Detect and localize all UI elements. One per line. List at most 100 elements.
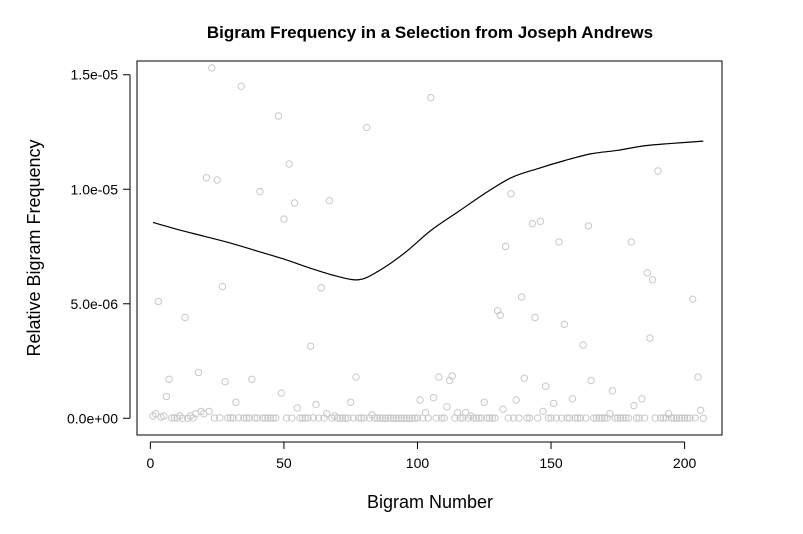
smooth-line bbox=[152, 140, 704, 281]
data-point bbox=[525, 414, 534, 422]
data-point bbox=[229, 414, 237, 422]
x-tick-label: 50 bbox=[276, 455, 292, 471]
data-point bbox=[622, 414, 630, 422]
data-point bbox=[405, 414, 414, 422]
data-point bbox=[338, 414, 347, 422]
data-point bbox=[643, 269, 651, 277]
data-point bbox=[208, 64, 216, 72]
data-point bbox=[205, 407, 213, 416]
data-point bbox=[691, 414, 699, 422]
data-point bbox=[616, 414, 625, 422]
data-point bbox=[675, 414, 683, 422]
data-point bbox=[248, 375, 256, 384]
data-point bbox=[491, 414, 499, 422]
data-point bbox=[574, 414, 582, 422]
data-point bbox=[472, 414, 480, 422]
data-point bbox=[520, 374, 529, 382]
y-tick-label: 0.0e+00 bbox=[67, 410, 118, 426]
data-point bbox=[397, 414, 406, 422]
data-point bbox=[499, 405, 507, 413]
data-point bbox=[304, 414, 312, 422]
data-point bbox=[590, 414, 598, 422]
data-point bbox=[274, 112, 283, 120]
data-point bbox=[627, 238, 635, 246]
data-point bbox=[504, 414, 512, 422]
data-point bbox=[699, 414, 707, 422]
data-point bbox=[256, 187, 264, 196]
data-point bbox=[469, 414, 478, 422]
data-point bbox=[646, 334, 654, 342]
data-point bbox=[322, 410, 331, 418]
chart-title: Bigram Frequency in a Selection from Jos… bbox=[207, 23, 653, 42]
data-point bbox=[651, 414, 659, 422]
data-point bbox=[411, 414, 419, 422]
x-axis: 0 50 100 150 200 bbox=[146, 441, 697, 471]
data-point bbox=[355, 414, 363, 422]
data-point bbox=[218, 282, 227, 291]
data-point bbox=[349, 414, 358, 422]
data-point bbox=[558, 414, 566, 422]
data-point bbox=[240, 414, 248, 422]
data-point bbox=[152, 410, 160, 418]
data-point bbox=[336, 414, 344, 422]
data-point bbox=[568, 395, 577, 403]
data-point bbox=[194, 368, 203, 377]
data-point bbox=[266, 414, 275, 422]
data-point bbox=[600, 414, 609, 422]
data-point bbox=[427, 93, 435, 102]
data-point bbox=[638, 395, 646, 403]
data-point bbox=[162, 392, 171, 401]
data-point bbox=[552, 414, 561, 422]
data-point bbox=[480, 398, 488, 406]
y-tick-label: 1.5e-05 bbox=[71, 67, 119, 83]
data-point bbox=[277, 389, 285, 397]
data-point bbox=[619, 414, 627, 422]
data-point bbox=[456, 414, 464, 422]
data-point bbox=[587, 376, 595, 385]
data-point bbox=[160, 412, 168, 420]
data-point bbox=[672, 414, 681, 422]
data-point bbox=[539, 407, 547, 416]
data-point bbox=[170, 414, 179, 422]
data-point bbox=[344, 414, 352, 422]
data-points bbox=[149, 64, 707, 422]
data-point bbox=[667, 414, 675, 422]
data-point bbox=[517, 293, 526, 301]
data-point bbox=[261, 414, 269, 422]
x-tick-label: 200 bbox=[673, 455, 697, 471]
data-point bbox=[413, 414, 422, 422]
data-point bbox=[296, 414, 304, 422]
data-point bbox=[298, 414, 307, 422]
data-point bbox=[312, 400, 320, 409]
data-point bbox=[168, 414, 176, 422]
data-point bbox=[258, 414, 267, 422]
data-point bbox=[242, 414, 251, 422]
data-point bbox=[181, 313, 189, 322]
data-point bbox=[154, 297, 163, 306]
data-point bbox=[509, 414, 518, 422]
data-point bbox=[384, 414, 392, 422]
data-point bbox=[523, 414, 531, 422]
data-point bbox=[210, 414, 219, 422]
x-tick-label: 150 bbox=[539, 455, 563, 471]
data-point bbox=[165, 375, 173, 384]
data-point bbox=[654, 167, 662, 175]
data-point bbox=[608, 387, 617, 395]
y-axis: 0.0e+00 5.0e-06 1.0e-05 1.5e-05 bbox=[67, 67, 131, 426]
data-point bbox=[309, 414, 317, 422]
x-tick-label: 0 bbox=[146, 455, 154, 471]
data-point bbox=[202, 174, 211, 182]
data-point bbox=[584, 222, 593, 230]
data-point bbox=[357, 414, 366, 422]
data-point bbox=[347, 398, 355, 406]
data-point bbox=[226, 414, 235, 422]
data-point bbox=[432, 414, 440, 422]
data-point bbox=[221, 377, 229, 386]
data-point bbox=[363, 123, 371, 132]
data-point bbox=[632, 414, 641, 422]
data-point bbox=[606, 410, 614, 418]
data-point bbox=[317, 284, 326, 292]
data-point bbox=[582, 414, 590, 422]
data-point bbox=[352, 373, 360, 381]
